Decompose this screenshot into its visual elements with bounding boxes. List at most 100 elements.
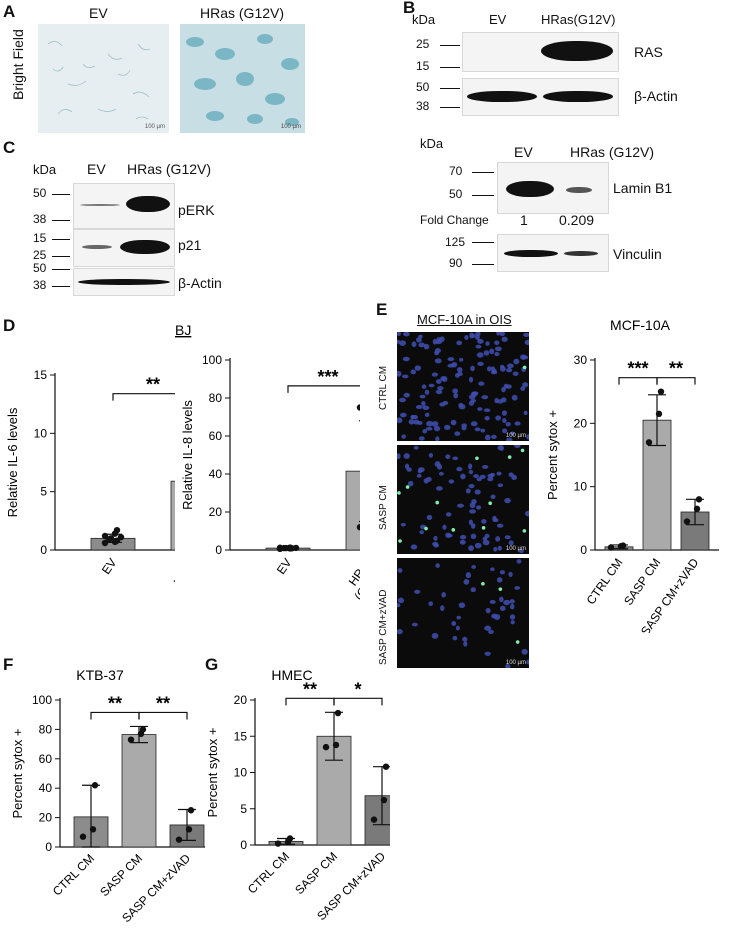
nucleus — [505, 421, 511, 427]
nucleus — [468, 469, 474, 475]
nucleus — [469, 332, 474, 339]
nucleus — [501, 397, 507, 403]
x-tick-line: EV — [274, 556, 295, 577]
chart-title: KTB-37 — [76, 668, 124, 683]
data-point — [274, 840, 282, 847]
nucleus — [424, 389, 430, 395]
a-col-hras: HRas (G12V) — [200, 5, 285, 21]
nucleus — [431, 372, 438, 377]
panel-label-d: D — [3, 316, 16, 335]
data-point — [91, 782, 99, 789]
sytox-positive-nucleus — [397, 491, 401, 495]
nucleus — [470, 587, 476, 593]
nucleus — [422, 429, 428, 434]
c-col-hras: HRas (G12V) — [127, 161, 212, 177]
nucleus — [502, 428, 508, 434]
p21-blot — [73, 229, 175, 267]
c-tick-15 — [52, 239, 70, 240]
nucleus — [408, 419, 415, 425]
lamin-kda: kDa — [420, 136, 444, 151]
nucleus — [500, 364, 505, 369]
nucleus — [485, 341, 490, 346]
y-axis-label: Relative IL-8 levels — [180, 400, 195, 510]
nucleus — [456, 340, 463, 346]
y-tick-label: 80 — [39, 722, 53, 736]
nucleus — [526, 434, 529, 440]
nucleus — [523, 332, 529, 337]
nucleus — [448, 479, 455, 484]
y-tick-label: 5 — [40, 485, 47, 499]
data-point — [117, 533, 125, 541]
significance-label: *** — [317, 367, 338, 387]
perk-label: pERK — [178, 202, 215, 218]
sytox-positive-nucleus — [398, 539, 402, 543]
y-tick-label: 0 — [240, 838, 247, 852]
data-point — [683, 518, 691, 525]
chart-mcf10a: MCF-10A Percent sytox + 0 10 20 30 CTRL CMSASP… — [545, 317, 719, 633]
nucleus — [482, 539, 490, 546]
ctrl-cm-nuclei — [397, 332, 529, 441]
sytox-positive-nucleus — [498, 587, 503, 591]
nucleus — [434, 358, 442, 364]
nucleus — [508, 472, 514, 477]
nucleus — [458, 404, 466, 410]
nucleus — [460, 534, 467, 540]
data-point — [657, 388, 665, 395]
fluor-ctrl-cm: 100 µm — [397, 332, 529, 441]
c-kda: kDa — [33, 162, 57, 177]
sytox-positive-nucleus — [451, 528, 456, 532]
y-axis-label: Percent sytox + — [545, 410, 560, 500]
bar — [121, 734, 157, 848]
nucleus — [491, 368, 497, 374]
nucleus — [510, 620, 515, 625]
vinculin-band-hras — [564, 251, 598, 256]
data-point — [380, 796, 388, 804]
p21-band-ev — [82, 245, 112, 249]
nucleus — [439, 402, 446, 407]
x-tick-label: CTRL CM — [245, 849, 292, 896]
nucleus — [499, 570, 506, 575]
chart-title: HMEC — [271, 668, 312, 683]
significance-label: ** — [146, 375, 160, 395]
panel-label-e: E — [376, 300, 388, 319]
lamin-col-hras: HRas (G12V) — [570, 144, 655, 160]
x-tick-label: SASP CM — [97, 851, 145, 899]
sytox-positive-nucleus — [488, 501, 492, 506]
y-tick-label: 15 — [234, 729, 248, 743]
e-row-sasp: SASP CM — [378, 485, 389, 530]
nucleus — [421, 400, 426, 407]
nucleus — [499, 332, 505, 337]
sytox-positive-nucleus — [522, 529, 527, 533]
nucleus — [475, 334, 480, 340]
nucleus — [447, 363, 455, 368]
nucleus — [504, 535, 511, 540]
nucleus — [504, 497, 511, 504]
nucleus — [489, 472, 496, 477]
nucleus — [445, 512, 452, 517]
nucleus — [506, 363, 514, 369]
perk-blot — [73, 183, 175, 229]
lamin-blot — [497, 162, 609, 214]
c-mw-50b: 50 — [33, 261, 47, 275]
sytox-positive-nucleus — [435, 500, 440, 505]
lamin-label: Lamin B1 — [613, 180, 673, 196]
y-tick-label: 100 — [202, 353, 222, 367]
x-tick-label: SASP CM — [292, 849, 340, 897]
nucleus — [481, 519, 487, 524]
b-tick-25 — [440, 45, 460, 46]
nucleus — [468, 545, 474, 552]
nucleus — [401, 434, 406, 439]
y-tick-label: 20 — [234, 693, 248, 707]
data-point — [276, 544, 284, 551]
hras-cells — [186, 34, 299, 126]
b-mw-38: 38 — [416, 99, 430, 113]
nucleus — [410, 369, 417, 375]
nucleus — [468, 484, 475, 489]
nucleus — [502, 418, 507, 424]
y-tick-label: 80 — [209, 391, 223, 405]
b-actin-blot — [462, 78, 619, 116]
significance-bracket — [618, 377, 658, 385]
nucleus — [494, 397, 499, 404]
nucleus — [442, 524, 447, 530]
nucleus — [413, 445, 419, 450]
